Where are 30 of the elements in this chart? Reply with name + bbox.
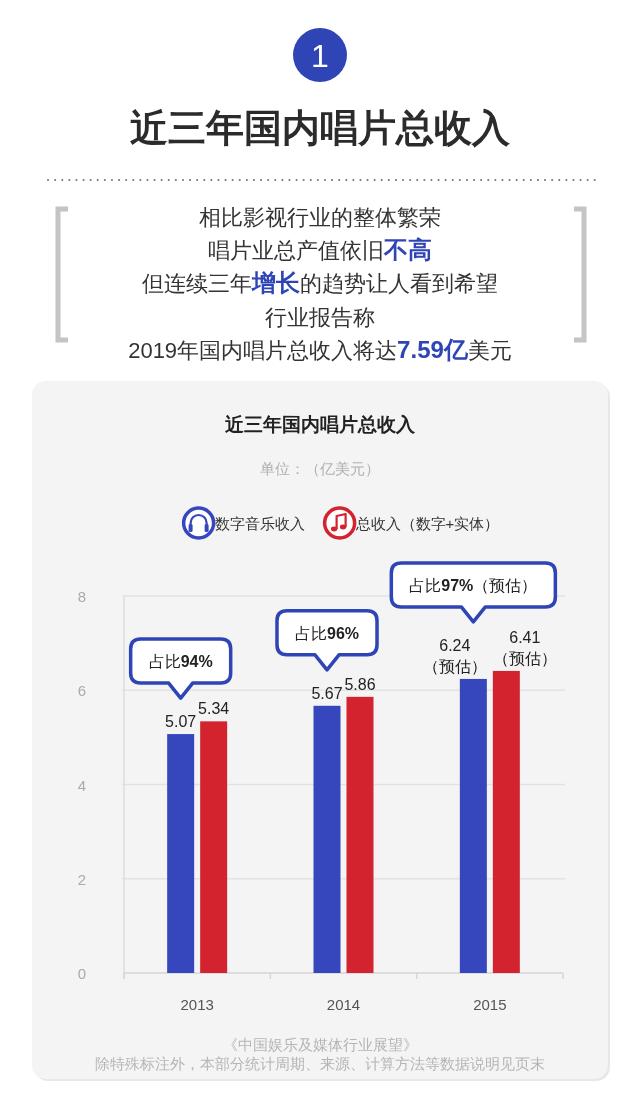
x-tick-label: 2015	[473, 996, 507, 1013]
data-label: 6.41 （预估）	[492, 628, 557, 667]
data-label: 5.34	[198, 700, 230, 718]
data-label: 5.86	[344, 675, 376, 693]
text: 1	[311, 38, 329, 74]
x-tick-label: 2013	[180, 996, 214, 1013]
y-tick-label: 4	[77, 776, 87, 793]
text: 近三年国内唱片总收入	[130, 107, 511, 149]
legend-label: 总收入（数字+实体）	[354, 514, 500, 532]
text: 除特殊标注外，本部分统计周期、来源、计算方法等数据说明见页末	[95, 1055, 545, 1072]
y-tick-label: 8	[77, 587, 87, 605]
text: 唱片业总产值依旧不高	[208, 236, 432, 264]
text: 《中国娱乐及媒体行业展望》	[222, 1036, 418, 1053]
data-label: 5.67	[311, 684, 343, 702]
chart-title: 近三年国内唱片总收入	[224, 414, 416, 435]
text: 但连续三年增长的趋势让人看到希望	[142, 269, 498, 297]
data-label: 6.24 （预估）	[422, 636, 487, 675]
annotation: 占比96%	[294, 624, 360, 642]
y-tick-label: 2	[77, 870, 87, 888]
y-tick-label: 0	[77, 964, 87, 982]
x-tick-label: 2014	[326, 996, 361, 1013]
text: 行业报告称	[265, 304, 375, 330]
annotation: 占比94%	[148, 653, 213, 671]
text: 占比97%（预估）	[409, 576, 538, 594]
text: 2019年国内唱片总收入将达7.59亿美元	[128, 335, 512, 363]
text: 相比影视行业的整体繁荣	[199, 205, 441, 230]
data-label: 5.07	[165, 713, 197, 731]
y-tick-label: 6	[77, 681, 87, 699]
legend-label: 数字音乐收入	[214, 514, 305, 532]
chart-subtitle: 单位：（亿美元）	[260, 461, 380, 477]
